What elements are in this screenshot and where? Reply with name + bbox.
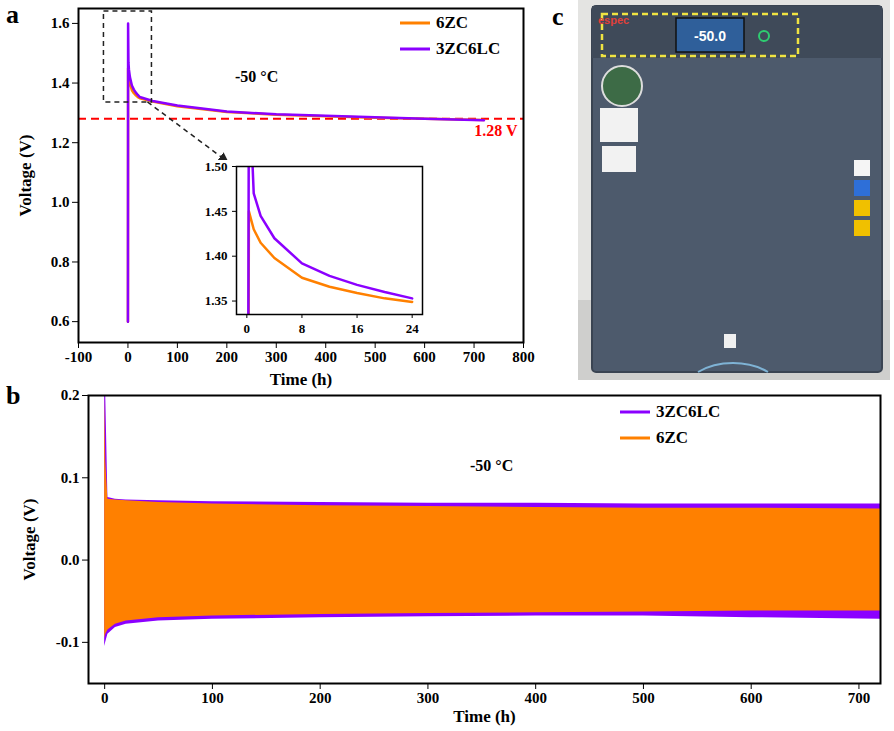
svg-text:0.1: 0.1 [61, 470, 80, 486]
svg-text:0: 0 [124, 349, 132, 365]
html-text:c: c [552, 2, 564, 31]
svg-text:0.0: 0.0 [61, 552, 80, 568]
svg-text:500: 500 [364, 349, 387, 365]
svg-text:-100: -100 [65, 349, 93, 365]
svg-text:700: 700 [463, 349, 486, 365]
html-text:6ZC: 6ZC [656, 428, 689, 447]
svg-text:1.4: 1.4 [51, 75, 70, 91]
svg-text:1.35: 1.35 [205, 293, 228, 308]
svg-text:300: 300 [417, 690, 440, 706]
svg-text:0: 0 [244, 321, 251, 336]
svg-text:500: 500 [632, 690, 655, 706]
svg-text:100: 100 [166, 349, 189, 365]
svg-text:0.8: 0.8 [51, 254, 70, 270]
html-text:b: b [6, 381, 21, 410]
svg-text:1.0: 1.0 [51, 194, 70, 210]
svg-text:16: 16 [351, 321, 365, 336]
svg-text:600: 600 [413, 349, 436, 365]
svg-text:1.28 V: 1.28 V [474, 122, 518, 139]
svg-text:1.45: 1.45 [205, 204, 228, 219]
svg-text:0: 0 [101, 690, 109, 706]
svg-text:400: 400 [314, 349, 337, 365]
svg-text:espec: espec [598, 14, 629, 26]
svg-text:1.6: 1.6 [51, 15, 70, 31]
svg-text:0.6: 0.6 [51, 313, 70, 329]
html-text:-50 °C: -50 °C [470, 457, 514, 474]
svg-text:700: 700 [848, 690, 871, 706]
svg-text:-0.1: -0.1 [56, 634, 80, 650]
svg-text:1.2: 1.2 [51, 134, 70, 150]
svg-text:200: 200 [216, 349, 239, 365]
svg-text:Voltage (V): Voltage (V) [16, 135, 35, 217]
html-text:3ZC6LC: 3ZC6LC [436, 39, 501, 58]
svg-text:Time (h): Time (h) [270, 370, 333, 389]
html-text:-50 °C: -50 °C [235, 68, 279, 85]
svg-text:-50.0: -50.0 [694, 28, 726, 44]
svg-text:100: 100 [201, 690, 224, 706]
html-text:a: a [6, 0, 19, 29]
html-text:6ZC: 6ZC [436, 13, 469, 32]
svg-text:0.2: 0.2 [61, 387, 80, 403]
svg-text:8: 8 [299, 321, 306, 336]
svg-text:1.50: 1.50 [205, 159, 228, 174]
svg-text:600: 600 [740, 690, 763, 706]
svg-text:Time (h): Time (h) [453, 707, 516, 726]
svg-text:400: 400 [524, 690, 547, 706]
svg-text:1.40: 1.40 [205, 248, 228, 263]
svg-text:300: 300 [265, 349, 288, 365]
svg-text:200: 200 [309, 690, 332, 706]
svg-text:24: 24 [406, 321, 420, 336]
svg-text:Voltage (V): Voltage (V) [20, 499, 39, 581]
svg-text:800: 800 [512, 349, 535, 365]
html-text:3ZC6LC: 3ZC6LC [656, 402, 721, 421]
